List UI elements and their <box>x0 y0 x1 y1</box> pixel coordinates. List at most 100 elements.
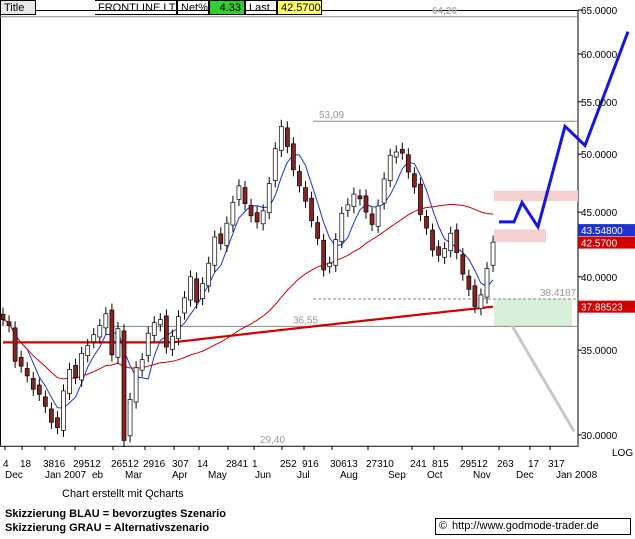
candle-body <box>393 151 399 158</box>
x-month-label: Sep <box>388 470 406 481</box>
candle-body <box>97 325 103 338</box>
level-label: 36,55 <box>293 315 318 326</box>
level-label: 53,09 <box>319 110 344 121</box>
level-label: 29,40 <box>260 435 285 446</box>
y-tick-label: 30.0000 <box>581 431 618 442</box>
price-flags: 43.54800 42.5700 37.88523 <box>578 224 635 314</box>
price-flag-label: 37.88523 <box>581 303 623 314</box>
candle-body <box>206 262 212 287</box>
candle-body <box>430 229 435 251</box>
candle-body <box>218 233 224 244</box>
x-month-label: Apr <box>172 470 188 481</box>
candle-body <box>30 378 36 390</box>
candle-body <box>339 212 345 242</box>
resistance-zone-upper <box>494 190 578 202</box>
grid <box>0 10 579 447</box>
x-day-label: 4 <box>3 459 9 470</box>
candle-body <box>266 183 272 214</box>
candle-body <box>436 246 441 256</box>
last-value: 42.5700 <box>277 0 322 15</box>
x-month-label: Aug <box>340 470 358 481</box>
support-zone <box>494 298 572 327</box>
x-day-label: 14 <box>197 459 209 470</box>
candle-body <box>121 330 127 441</box>
candle-body <box>133 367 139 403</box>
x-day-label: 252 <box>280 459 297 470</box>
resistance-zone-lower <box>494 229 546 243</box>
x-day-label: 317 <box>548 459 565 470</box>
candle-body <box>442 248 447 258</box>
x-day-label: 27310 <box>366 459 394 470</box>
x-month-label: eb <box>92 470 104 481</box>
y-tick-label: 50.0000 <box>581 150 618 161</box>
candle-body <box>0 313 6 320</box>
candle-body <box>278 125 284 151</box>
candle-body <box>424 216 429 229</box>
last-label: Last <box>245 0 277 15</box>
candle-body <box>327 262 333 267</box>
candle-body <box>484 268 490 298</box>
scenario-blue-path <box>499 31 630 231</box>
x-month-label: Jan 2008 <box>556 470 598 481</box>
x-day-label: 307 <box>172 459 189 470</box>
candle-body <box>460 254 466 275</box>
candle-body <box>182 297 187 314</box>
candle-body <box>194 278 199 303</box>
price-flag <box>578 224 635 237</box>
ma-long-line <box>2 203 494 380</box>
candles <box>0 119 496 448</box>
scenario-gray-path <box>510 324 576 432</box>
scale-label: LOG <box>612 448 633 459</box>
instrument-name: FRONTLINE LTD <box>95 0 177 15</box>
candle-body <box>73 364 78 378</box>
candle-body <box>472 285 478 307</box>
legend-blue-scenario: Skizzierung BLAU = bevorzugtes Szenario <box>5 508 226 520</box>
candle-body <box>345 204 351 211</box>
x-month-label: Dec <box>5 470 23 481</box>
candle-body <box>151 322 157 336</box>
level-label: 38.4187 <box>540 288 577 299</box>
level-label: 64,20 <box>432 6 457 17</box>
x-month-label: Nov <box>473 470 491 481</box>
candle-body <box>55 417 60 428</box>
candle-body <box>369 213 375 225</box>
candle-body <box>254 212 260 223</box>
candle-body <box>145 332 151 357</box>
candle-body <box>490 241 496 266</box>
x-month-label: Jul <box>297 470 310 481</box>
horizontal-levels: 64,20 53,09 38.4187 36,55 29,40 <box>0 6 578 447</box>
ma-200-line <box>3 305 494 344</box>
title-label: Title <box>0 0 36 15</box>
candle-body <box>42 396 48 407</box>
candle-body <box>412 173 417 188</box>
source-link[interactable]: © http://www.godmode-trader.de <box>435 518 631 535</box>
candle-body <box>49 408 54 423</box>
candle-body <box>224 222 230 246</box>
x-day-label: 30613 <box>330 459 358 470</box>
candle-body <box>79 352 85 381</box>
x-day-label: 18 <box>20 459 32 470</box>
x-day-label: 2841 <box>226 459 249 470</box>
candle-body <box>357 195 363 200</box>
candle-body <box>236 185 242 200</box>
x-month-label: May <box>208 470 227 481</box>
x-day-label: 241 <box>410 459 427 470</box>
net-label: Net% <box>177 0 209 15</box>
y-tick-label: 60.0000 <box>581 50 618 61</box>
plot-frame <box>0 10 579 447</box>
candle-body <box>12 327 18 362</box>
x-day-label: 263 <box>497 459 514 470</box>
x-day-label: 3816 <box>43 459 66 470</box>
source-url[interactable]: http://www.godmode-trader.de <box>452 520 599 532</box>
candle-body <box>315 222 320 239</box>
candle-body <box>230 202 236 226</box>
candle-body <box>399 148 405 154</box>
x-day-label: 2916 <box>143 459 166 470</box>
candle-body <box>418 183 423 215</box>
candle-body <box>170 335 175 350</box>
x-day-label: 29512 <box>460 459 488 470</box>
x-month-label: Jun <box>255 470 271 481</box>
x-day-label: 1 <box>252 459 258 470</box>
candle-body <box>248 205 254 217</box>
y-tick-label: 55.0000 <box>581 98 618 109</box>
